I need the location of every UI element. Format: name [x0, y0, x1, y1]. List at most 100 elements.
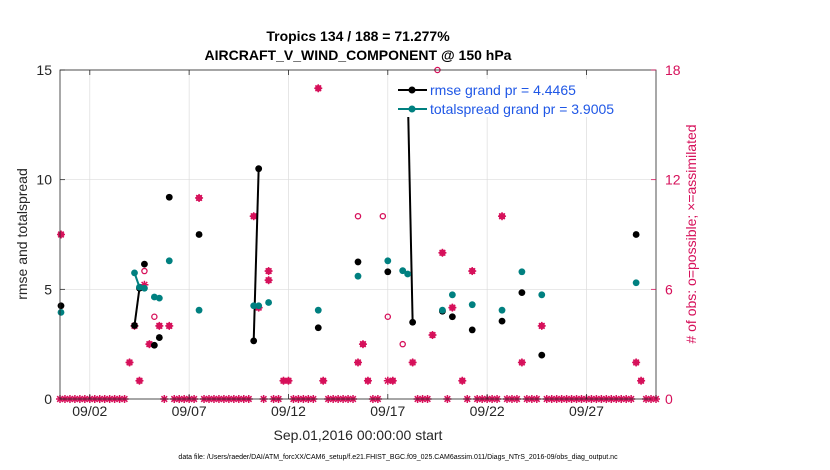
spread-point — [632, 279, 640, 287]
spread-point — [468, 301, 476, 309]
obs-possible-point — [141, 267, 148, 275]
obs-star-stroke — [136, 377, 143, 385]
obs-assimilated-point — [195, 193, 204, 202]
obs-assimilated-point — [284, 376, 293, 385]
x-tick-label: 09/27 — [569, 403, 604, 419]
obs-assimilated-point — [517, 358, 526, 367]
rmse-point — [150, 341, 158, 349]
spread-point — [255, 302, 263, 310]
obs-assimilated-point — [56, 230, 65, 239]
x-tick-label: 09/07 — [172, 403, 207, 419]
obs-star-stroke — [632, 359, 640, 366]
y-tick-label-right: 12 — [665, 172, 681, 188]
rmse-point — [255, 165, 263, 173]
rmse-point — [498, 317, 506, 325]
obs-assimilated-point — [438, 248, 447, 257]
obs-assimilated-point — [537, 321, 546, 330]
obs-assimilated-point — [458, 376, 467, 385]
obs-star-stroke — [285, 377, 292, 385]
y-tick-label-left: 0 — [44, 391, 52, 407]
obs-star-stroke — [319, 377, 327, 385]
obs-assimilated-point — [314, 84, 323, 93]
obs-assimilated-point — [448, 303, 457, 312]
rmse-point — [538, 351, 546, 359]
spread-point — [399, 267, 407, 275]
obs-assimilated-point — [264, 267, 273, 276]
obs-star-stroke — [439, 249, 446, 257]
rmse-line-segment — [133, 288, 141, 326]
spread-point — [518, 268, 526, 276]
obs-possible-point — [399, 340, 406, 348]
spread-point — [165, 257, 173, 265]
spread-point — [141, 284, 148, 292]
obs-star-stroke — [265, 267, 272, 275]
obs-assimilated-point — [388, 376, 397, 385]
rmse-point — [195, 231, 203, 238]
spread-point — [57, 308, 65, 316]
spread-point — [155, 294, 163, 302]
obs-star-stroke — [57, 231, 65, 238]
obs-star-stroke — [146, 340, 153, 348]
legend: rmse grand pr = 4.4465 totalspread grand… — [395, 79, 645, 117]
obs-assimilated-point — [632, 358, 641, 367]
rmse-point — [354, 258, 362, 266]
rmse-point — [314, 324, 322, 332]
obs-star-stroke — [429, 331, 436, 339]
obs-star-stroke — [389, 377, 397, 385]
rmse-point — [155, 334, 163, 341]
obs-possible-point — [379, 212, 387, 220]
rmse-line-segment — [406, 87, 414, 323]
rmse-point — [384, 268, 392, 276]
chart-title-line2: AIRCRAFT_V_WIND_COMPONENT @ 150 hPa — [205, 47, 512, 63]
spread-point — [354, 272, 362, 280]
obs-possible-point — [354, 212, 362, 220]
obs-assimilated-point — [468, 267, 477, 276]
obs-assimilated-point — [155, 321, 164, 330]
obs-star-stroke — [314, 84, 322, 92]
rmse-point — [131, 322, 138, 329]
chart-marks — [56, 66, 660, 403]
chart-title-line1: Tropics 134 / 188 = 71.277% — [266, 28, 450, 44]
obs-assimilated-point — [498, 212, 507, 221]
y-tick-label-left: 5 — [44, 281, 52, 297]
obs-star-stroke — [250, 212, 258, 220]
obs-assimilated-point — [408, 358, 417, 367]
x-tick-label: 09/12 — [271, 403, 306, 419]
plot-background — [60, 70, 656, 399]
spread-point — [439, 306, 446, 314]
legend-box — [395, 79, 645, 117]
legend-spread-label: totalspread grand pr = 3.9005 — [430, 101, 614, 117]
obs-star-stroke — [354, 359, 362, 366]
obs-star-stroke — [195, 194, 203, 202]
spread-point — [314, 306, 322, 314]
obs-star-stroke — [518, 359, 526, 366]
obs-possible-point — [384, 313, 392, 320]
rmse-point — [632, 231, 640, 238]
plot-frame — [59, 69, 657, 400]
spread-point — [195, 306, 203, 314]
rmse-point — [57, 302, 65, 310]
y-tick-label-left: 15 — [36, 62, 52, 78]
obs-star-stroke — [265, 276, 272, 284]
spread-point — [265, 299, 272, 306]
rmse-point — [468, 326, 476, 334]
rmse-point — [250, 337, 258, 345]
rmse-point — [518, 289, 526, 297]
obs-assimilated-point — [165, 321, 174, 330]
obs-assimilated-point — [637, 376, 646, 385]
legend-rmse-label: rmse grand pr = 4.4465 — [430, 82, 576, 98]
obs-star-stroke — [538, 322, 546, 330]
obs-star-stroke — [165, 322, 173, 330]
y-axis-label-right: # of obs: o=possible; ×=assimilated — [683, 124, 699, 343]
spread-point — [404, 270, 412, 278]
obs-assimilated-point — [354, 358, 362, 367]
obs-star-stroke — [468, 267, 476, 275]
spread-point — [250, 302, 258, 310]
legend-spread-marker — [408, 105, 416, 113]
y-tick-label-right: 18 — [665, 62, 681, 78]
data-file-footer: data file: /Users/raeder/DAI/ATM_forcXX/… — [178, 454, 618, 461]
spread-point — [538, 291, 546, 299]
obs-assimilated-point — [319, 376, 328, 385]
y-axis-label-left: rmse and totalspread — [14, 168, 30, 300]
